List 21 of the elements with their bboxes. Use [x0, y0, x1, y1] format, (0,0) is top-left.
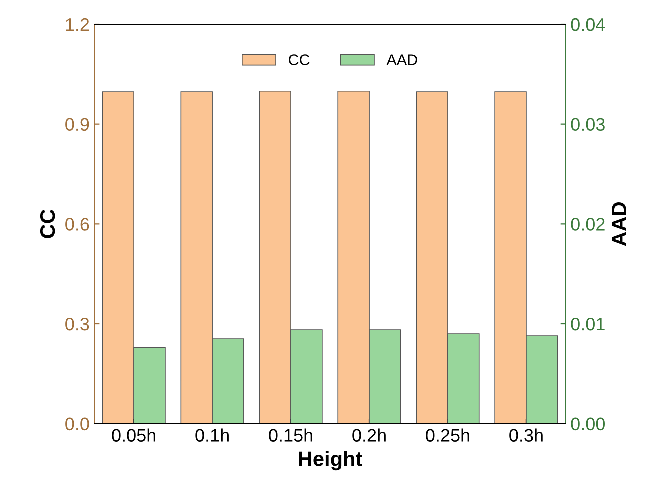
x-tick-label: 0.05h: [112, 428, 156, 442]
y-tick-label: 0.9: [66, 118, 90, 132]
y2-axis-title: AAD: [612, 202, 626, 246]
x-tick-label: 0.15h: [269, 428, 312, 442]
legend-label: AAD: [386, 54, 418, 66]
x-axis-title: Height: [299, 451, 362, 471]
y-axis-title: CC: [40, 210, 56, 238]
y-tick-label: 0.0: [66, 418, 90, 431]
y2-tick-label: 0.02: [571, 218, 605, 231]
x-tick-label: 0.3h: [510, 428, 543, 442]
y-tick-label: 0.6: [66, 218, 90, 231]
y2-tick-label: 0.00: [571, 418, 606, 431]
y-tick-label: 0.3: [66, 318, 90, 331]
x-tick-label: 0.2h: [352, 428, 386, 442]
y2-tick-label: 0.03: [571, 118, 605, 132]
y2-tick-label: 0.01: [571, 318, 605, 331]
x-tick-label: 0.1h: [196, 428, 229, 442]
legend-label: CC: [289, 54, 310, 66]
x-tick-label: 0.25h: [426, 428, 470, 442]
y-tick-label: 1.2: [66, 18, 90, 32]
y2-tick-label: 0.04: [571, 18, 606, 32]
